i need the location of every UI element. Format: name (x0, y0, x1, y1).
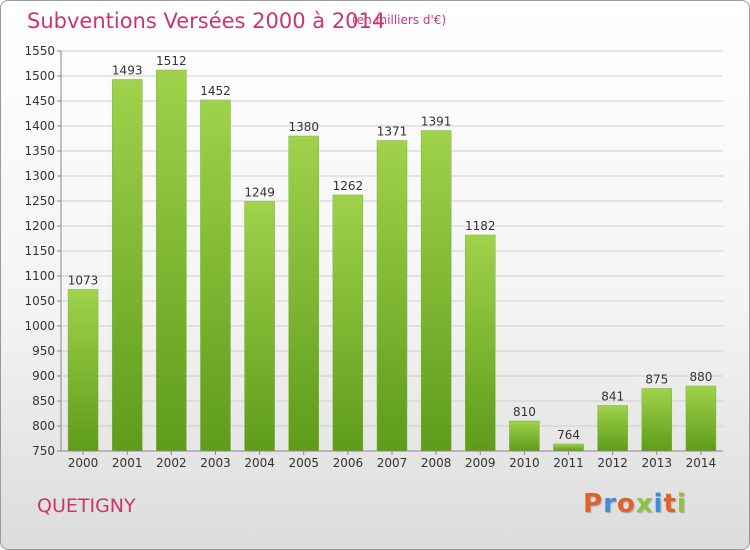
x-tick-label: 2011 (553, 456, 584, 470)
y-tick-label: 900 (32, 369, 55, 383)
y-tick-label: 950 (32, 344, 55, 358)
bar (332, 194, 364, 452)
y-axis-ticks: 750 800 850 900 950 1000 1050 1100 1150 1200 1250 1… (24, 44, 61, 458)
y-tick-label: 1050 (24, 294, 55, 308)
y-tick-label: 1450 (24, 94, 55, 108)
bars (67, 69, 717, 452)
y-tick-label: 1500 (24, 69, 55, 83)
data-label: 1182 (465, 219, 496, 233)
logo-letter: t (663, 489, 677, 519)
bar (465, 234, 496, 452)
x-tick-label: 2009 (465, 456, 496, 470)
data-label: 875 (645, 373, 668, 387)
bar (685, 385, 717, 452)
data-label: 1262 (333, 179, 364, 193)
bar (597, 405, 628, 452)
bar (376, 140, 408, 452)
x-tick-label: 2012 (597, 456, 628, 470)
x-tick-label: 2004 (244, 456, 275, 470)
data-label: 1391 (421, 115, 452, 129)
bar (244, 201, 275, 452)
chart-title: Subventions Versées 2000 à 2014 (27, 9, 386, 33)
x-tick-label: 2014 (686, 456, 717, 470)
bar (553, 443, 584, 452)
data-label: 1493 (112, 64, 143, 78)
x-tick-label: 2013 (642, 456, 673, 470)
data-label: 1512 (156, 54, 187, 68)
chart-subtitle: (en milliers d'€) (352, 13, 447, 27)
logo-letter: i (653, 489, 664, 519)
y-tick-label: 1550 (24, 44, 55, 58)
x-tick-label: 2010 (509, 456, 540, 470)
x-tick-label: 2003 (200, 456, 231, 470)
data-label: 1380 (288, 120, 319, 134)
bar (420, 130, 452, 452)
x-tick-label: 2006 (333, 456, 364, 470)
y-tick-label: 1100 (24, 269, 55, 283)
x-tick-label: 2005 (288, 456, 319, 470)
data-label: 1249 (244, 186, 275, 200)
y-tick-label: 850 (32, 394, 55, 408)
bar (200, 99, 231, 452)
logo-letter: P (583, 489, 604, 519)
proxiti-logo: Proxiti (583, 489, 687, 519)
x-tick-label: 2002 (156, 456, 187, 470)
data-label: 810 (513, 405, 536, 419)
y-tick-label: 1150 (24, 244, 55, 258)
logo-letter: i (676, 489, 687, 519)
data-label: 880 (689, 370, 712, 384)
city-name: QUETIGNY (37, 495, 136, 517)
data-label: 1371 (377, 125, 408, 139)
x-axis-ticks: 2000 2001 2002 2003 2004 2005 2006 2007 2008 2009… (68, 451, 716, 470)
bar (156, 69, 187, 452)
bar (67, 289, 99, 452)
data-label: 764 (557, 428, 580, 442)
data-label: 1073 (68, 274, 99, 288)
logo-letter: r (603, 489, 617, 519)
x-tick-label: 2007 (377, 456, 408, 470)
data-label: 841 (601, 390, 624, 404)
data-label: 1452 (200, 84, 231, 98)
y-tick-label: 1350 (24, 144, 55, 158)
y-tick-label: 750 (32, 444, 55, 458)
bar (288, 135, 319, 452)
bar (509, 420, 540, 452)
y-tick-label: 1300 (24, 169, 55, 183)
y-tick-label: 1000 (24, 319, 55, 333)
x-tick-label: 2000 (68, 456, 99, 470)
y-tick-label: 800 (32, 419, 55, 433)
logo-letter: x (635, 489, 654, 519)
logo-letter: o (616, 489, 636, 519)
x-tick-label: 2001 (112, 456, 143, 470)
bar (111, 79, 143, 452)
y-tick-label: 1200 (24, 219, 55, 233)
y-tick-label: 1250 (24, 194, 55, 208)
x-tick-label: 2008 (421, 456, 452, 470)
bar (641, 388, 673, 452)
data-labels: 1073 1493 1512 1452 1249 1380 1262 1371 1391 1182… (68, 54, 713, 442)
y-tick-label: 1400 (24, 119, 55, 133)
